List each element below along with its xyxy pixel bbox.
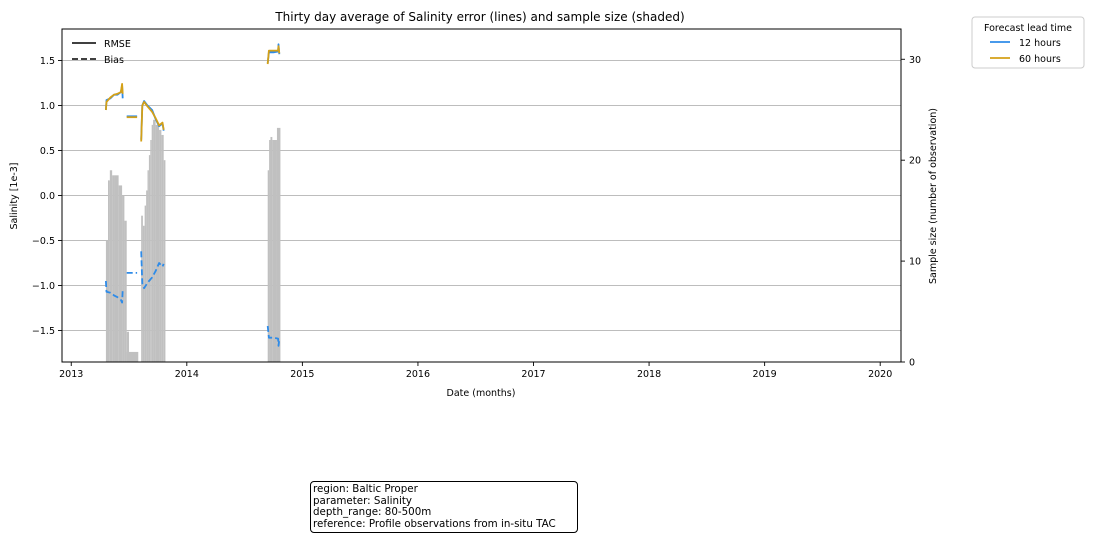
- bias-line-12-hours: [105, 280, 124, 304]
- y2-tick-label: 20: [909, 156, 921, 167]
- sample-size-bar: [105, 240, 108, 362]
- y-tick-label: 0.0: [40, 191, 55, 202]
- x-tick-label: 2020: [868, 369, 892, 380]
- sample-size-bar: [126, 351, 139, 362]
- rmse-legend-label: RMSE: [104, 39, 131, 50]
- series-lines: [105, 43, 281, 347]
- sample-size-bar: [118, 185, 123, 362]
- y-axis-label: Salinity [1e-3]: [9, 163, 20, 230]
- sample-size-bar: [124, 220, 127, 362]
- lead-legend-frame: [971, 16, 1085, 69]
- sample-size-bar: [153, 119, 156, 363]
- x-tick-label: 2014: [175, 369, 199, 380]
- rmse-line-60-hours: [105, 83, 124, 111]
- lead-legend-label-60h: 60 hours: [1019, 54, 1061, 65]
- sample-size-bar: [126, 331, 130, 362]
- sample-size-bar: [109, 170, 113, 362]
- style-legend: RMSE Bias: [72, 39, 131, 66]
- x-tick-label: 2017: [521, 369, 545, 380]
- info-region: region: Baltic Proper: [313, 483, 418, 495]
- sample-size-bar: [144, 205, 147, 362]
- sample-size-bar: [163, 160, 166, 362]
- info-depth-range: depth_range: 80-500m: [313, 506, 432, 519]
- sample-size-bar: [142, 225, 145, 362]
- x-axis-label: Date (months): [447, 388, 516, 399]
- rmse-line-60-hours: [140, 101, 165, 142]
- sample-size-bar: [150, 140, 152, 362]
- y-tick-label: −1.5: [32, 326, 55, 337]
- rmse-line-60-hours: [266, 45, 281, 65]
- y-tick-label: 1.5: [40, 56, 55, 67]
- x-tick-label: 2018: [637, 369, 661, 380]
- sample-size-bar: [270, 136, 273, 362]
- bias-legend-label: Bias: [104, 55, 124, 66]
- y-axis-left: −1.5 −1.0 −0.5 0.0 0.5 1.0 1.5: [32, 56, 62, 337]
- sample-size-bar: [141, 215, 143, 362]
- info-box: region: Baltic Proper parameter: Salinit…: [310, 481, 578, 534]
- chart-title: Thirty day average of Salinity error (li…: [274, 10, 684, 24]
- sample-size-bar: [148, 155, 151, 362]
- lead-legend-label-12h: 12 hours: [1019, 38, 1061, 49]
- bias-line-12-hours: [140, 251, 165, 290]
- sample-size-bar: [159, 129, 162, 362]
- lead-time-legend: Forecast lead time 12 hours 60 hours: [971, 16, 1085, 69]
- y-tick-label: 0.5: [40, 146, 55, 157]
- lead-legend-title: Forecast lead time: [984, 23, 1072, 34]
- x-tick-label: 2013: [59, 369, 83, 380]
- y2-tick-label: 10: [909, 257, 921, 268]
- x-axis: 2013 2014 2015 2016 2017 2018 2019 2020: [59, 362, 892, 380]
- sample-size-bar: [112, 175, 115, 362]
- sample-size-bar: [155, 124, 160, 362]
- sample-size-bars: [105, 119, 281, 363]
- sample-size-bar: [269, 140, 271, 362]
- y-tick-label: 1.0: [40, 101, 55, 112]
- y2-tick-label: 30: [909, 55, 921, 66]
- sample-size-bar: [276, 127, 281, 363]
- sample-size-bar: [161, 134, 164, 362]
- rmse-line-12-hours: [105, 84, 124, 111]
- sample-size-bar: [114, 175, 119, 362]
- x-tick-label: 2019: [753, 369, 777, 380]
- y-tick-label: −1.0: [32, 281, 55, 292]
- y-tick-label: −0.5: [32, 236, 55, 247]
- y2-axis-label: Sample size (number of observation): [928, 108, 939, 284]
- info-parameter: parameter: Salinity: [313, 494, 413, 507]
- y2-tick-label: 0: [909, 358, 915, 369]
- y-axis-right: 0 10 20 30: [901, 55, 921, 369]
- grid-layer: [62, 60, 901, 331]
- sample-size-bar: [107, 180, 110, 362]
- bias-line-12-hours: [266, 325, 281, 347]
- x-tick-label: 2016: [406, 369, 430, 380]
- info-reference: reference: Profile observations from in-…: [313, 517, 556, 530]
- sample-size-bar: [267, 170, 270, 362]
- sample-size-bar: [151, 124, 154, 362]
- sample-size-bar: [146, 190, 148, 362]
- sample-size-bar: [147, 170, 149, 362]
- x-tick-label: 2015: [290, 369, 314, 380]
- sample-size-bar: [272, 140, 277, 362]
- sample-size-bar: [122, 195, 125, 362]
